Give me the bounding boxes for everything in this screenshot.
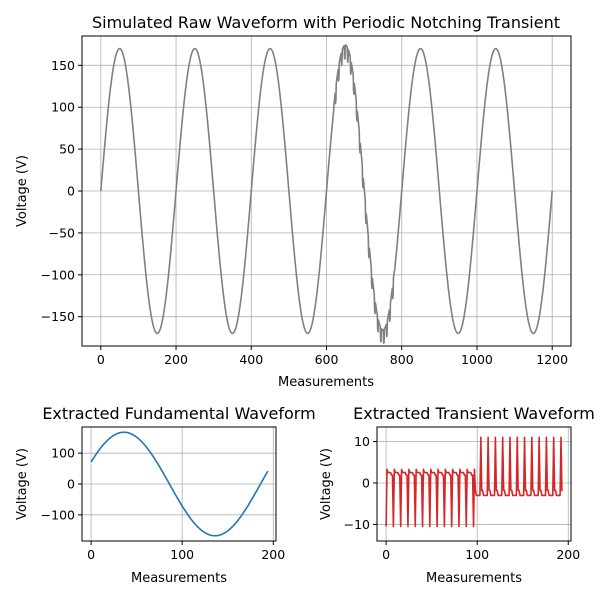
transient-ytick-label: −10 bbox=[344, 517, 370, 532]
fundamental-chart-series bbox=[90, 431, 269, 537]
raw-ytick-label: 0 bbox=[67, 184, 75, 199]
fundamental-chart-ticks: 0 100 200 −100 0 100 bbox=[41, 446, 286, 562]
raw-xtick-label: 1000 bbox=[461, 352, 493, 367]
transient-chart-ylabel: Voltage (V) bbox=[319, 448, 334, 520]
transient-ytick-label: 10 bbox=[354, 434, 370, 449]
raw-xtick-label: 400 bbox=[239, 352, 263, 367]
transient-xtick-label: 200 bbox=[556, 547, 580, 562]
raw-xtick-label: 1200 bbox=[536, 352, 568, 367]
raw-xtick-label: 0 bbox=[97, 352, 105, 367]
raw-waveform-chart: Simulated Raw Waveform with Periodic Not… bbox=[15, 13, 572, 390]
raw-chart-title: Simulated Raw Waveform with Periodic Not… bbox=[92, 13, 560, 32]
raw-chart-ylabel: Voltage (V) bbox=[15, 155, 30, 227]
transient-chart-xlabel: Measurements bbox=[426, 571, 522, 586]
fundamental-ytick-label: 100 bbox=[51, 446, 75, 461]
fundamental-waveform-chart: Extracted Fundamental Waveform 0 100 200 −1… bbox=[15, 404, 316, 586]
raw-ytick-label: 100 bbox=[51, 100, 75, 115]
raw-ytick-label: 50 bbox=[59, 142, 75, 157]
raw-xtick-label: 800 bbox=[390, 352, 414, 367]
raw-chart-ticks: 0 200 400 600 800 1000 1200 −150 −100 −50 0 50 100 15… bbox=[41, 58, 568, 367]
transient-ytick-label: 0 bbox=[362, 475, 370, 490]
transient-chart-series bbox=[385, 436, 563, 528]
raw-ytick-label: −100 bbox=[41, 267, 75, 282]
raw-xtick-label: 200 bbox=[164, 352, 188, 367]
fundamental-chart-ylabel: Voltage (V) bbox=[15, 448, 30, 520]
fundamental-chart-grid bbox=[82, 427, 276, 541]
transient-series-line bbox=[385, 436, 563, 528]
raw-ytick-label: −150 bbox=[41, 309, 75, 324]
raw-series-line bbox=[100, 44, 553, 345]
transient-chart-frame bbox=[376, 426, 572, 542]
raw-chart-series bbox=[100, 44, 553, 345]
fundamental-ytick-label: −100 bbox=[41, 507, 75, 522]
fundamental-chart-xlabel: Measurements bbox=[131, 571, 227, 586]
raw-ytick-label: −50 bbox=[49, 225, 75, 240]
fundamental-series-line bbox=[90, 431, 269, 537]
transient-chart-title: Extracted Transient Waveform bbox=[353, 404, 595, 423]
transient-xtick-label: 100 bbox=[465, 547, 489, 562]
raw-xtick-label: 600 bbox=[315, 352, 339, 367]
fundamental-chart-title: Extracted Fundamental Waveform bbox=[42, 404, 315, 423]
transient-chart-ticks: 0 100 200 −10 0 10 bbox=[344, 434, 581, 562]
fundamental-xtick-label: 0 bbox=[87, 547, 95, 562]
fundamental-xtick-label: 100 bbox=[170, 547, 194, 562]
transient-waveform-chart: Extracted Transient Waveform 0 100 200−100… bbox=[319, 404, 595, 586]
transient-xtick-label: 0 bbox=[382, 547, 390, 562]
raw-chart-xlabel: Measurements bbox=[278, 375, 374, 390]
fundamental-ytick-label: 0 bbox=[67, 477, 75, 492]
fundamental-xtick-label: 200 bbox=[261, 547, 285, 562]
raw-ytick-label: 150 bbox=[51, 58, 75, 73]
